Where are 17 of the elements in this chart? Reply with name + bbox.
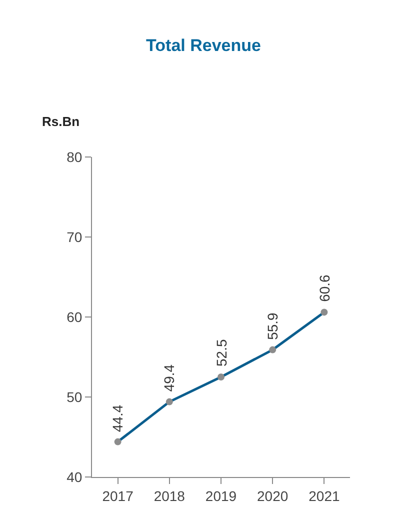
y-tick-label: 70: [66, 228, 82, 245]
chart-title: Total Revenue: [146, 36, 261, 55]
y-tick-label: 40: [66, 468, 82, 485]
x-tick-label: 2018: [154, 488, 186, 504]
data-label: 55.9: [264, 312, 280, 340]
y-tick-label: 50: [66, 388, 82, 405]
data-label: 44.4: [110, 404, 126, 432]
x-tick-label: 2017: [102, 488, 134, 504]
x-tick-label: 2020: [257, 488, 288, 504]
x-tick-label: 2021: [308, 488, 340, 504]
y-tick-label: 60: [66, 308, 82, 325]
y-tick-label: 80: [66, 148, 82, 165]
data-label: 49.4: [161, 364, 178, 392]
x-tick-label: 2019: [205, 488, 237, 504]
y-axis-title: Rs.Bn: [42, 114, 80, 129]
data-label: 60.6: [316, 274, 332, 302]
data-label: 52.5: [214, 339, 230, 366]
